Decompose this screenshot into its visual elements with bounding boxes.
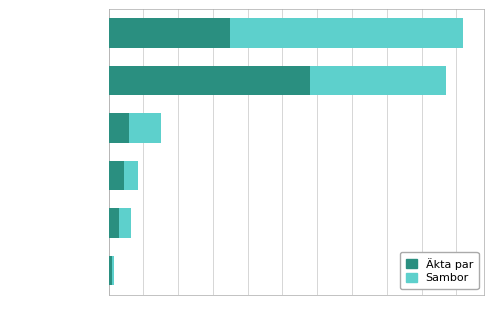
Bar <box>124 161 138 190</box>
Bar <box>112 256 114 286</box>
Bar <box>230 18 463 48</box>
Bar <box>109 66 310 95</box>
Bar <box>129 113 161 143</box>
Bar <box>109 161 124 190</box>
Bar <box>109 256 112 286</box>
Bar <box>119 208 131 238</box>
Bar <box>109 208 119 238</box>
Bar <box>109 113 129 143</box>
Legend: Äkta par, Sambor: Äkta par, Sambor <box>400 252 479 289</box>
Bar <box>109 18 230 48</box>
Bar <box>310 66 446 95</box>
